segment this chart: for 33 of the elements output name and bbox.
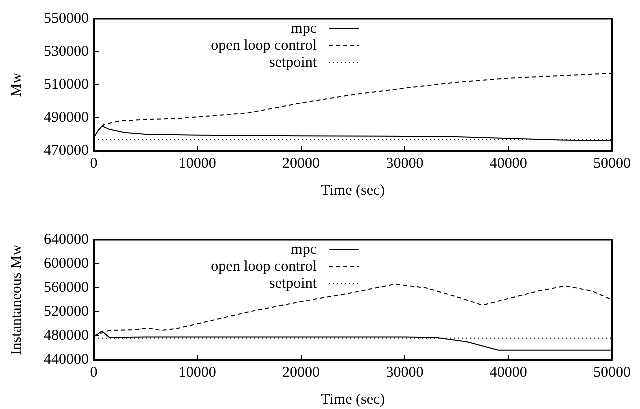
- x-tick-label: 0: [90, 156, 98, 172]
- x-tick-label: 10000: [178, 364, 216, 381]
- legend-label: mpc: [291, 242, 318, 258]
- x-tick-label: 50000: [594, 364, 631, 381]
- y-tick-label: 560000: [44, 280, 89, 296]
- y-axis-title: Mw: [8, 72, 25, 98]
- y-tick-label: 530000: [44, 44, 89, 60]
- y-tick-label: 520000: [44, 304, 89, 320]
- y-tick-label: 640000: [44, 232, 89, 248]
- legend-label: setpoint: [270, 54, 318, 71]
- x-tick-label: 50000: [594, 156, 631, 172]
- x-tick-label: 20000: [282, 364, 320, 381]
- y-tick-label: 470000: [44, 142, 89, 159]
- legend-label: setpoint: [270, 276, 318, 292]
- legend-label: open loop control: [211, 258, 317, 275]
- y-tick-label: 600000: [44, 256, 89, 272]
- x-tick-label: 10000: [178, 156, 216, 172]
- legend-label: mpc: [291, 20, 318, 37]
- y-tick-label: 550000: [44, 10, 89, 27]
- y-tick-label: 510000: [44, 76, 89, 93]
- y-tick-label: 440000: [44, 352, 89, 368]
- y-tick-label: 490000: [44, 110, 89, 126]
- x-tick-label: 0: [90, 364, 98, 381]
- x-tick-label: 40000: [490, 156, 528, 172]
- x-tick-label: 30000: [386, 156, 424, 172]
- x-tick-label: 20000: [282, 156, 320, 172]
- x-tick-label: 40000: [490, 364, 528, 381]
- y-axis-title: Instantaneous Mw: [8, 244, 25, 356]
- x-tick-label: 30000: [386, 364, 424, 381]
- x-axis-title: Time (sec): [321, 182, 386, 199]
- y-tick-label: 480000: [44, 328, 89, 344]
- legend-label: open loop control: [211, 38, 317, 54]
- x-axis-title: Time (sec): [321, 392, 386, 408]
